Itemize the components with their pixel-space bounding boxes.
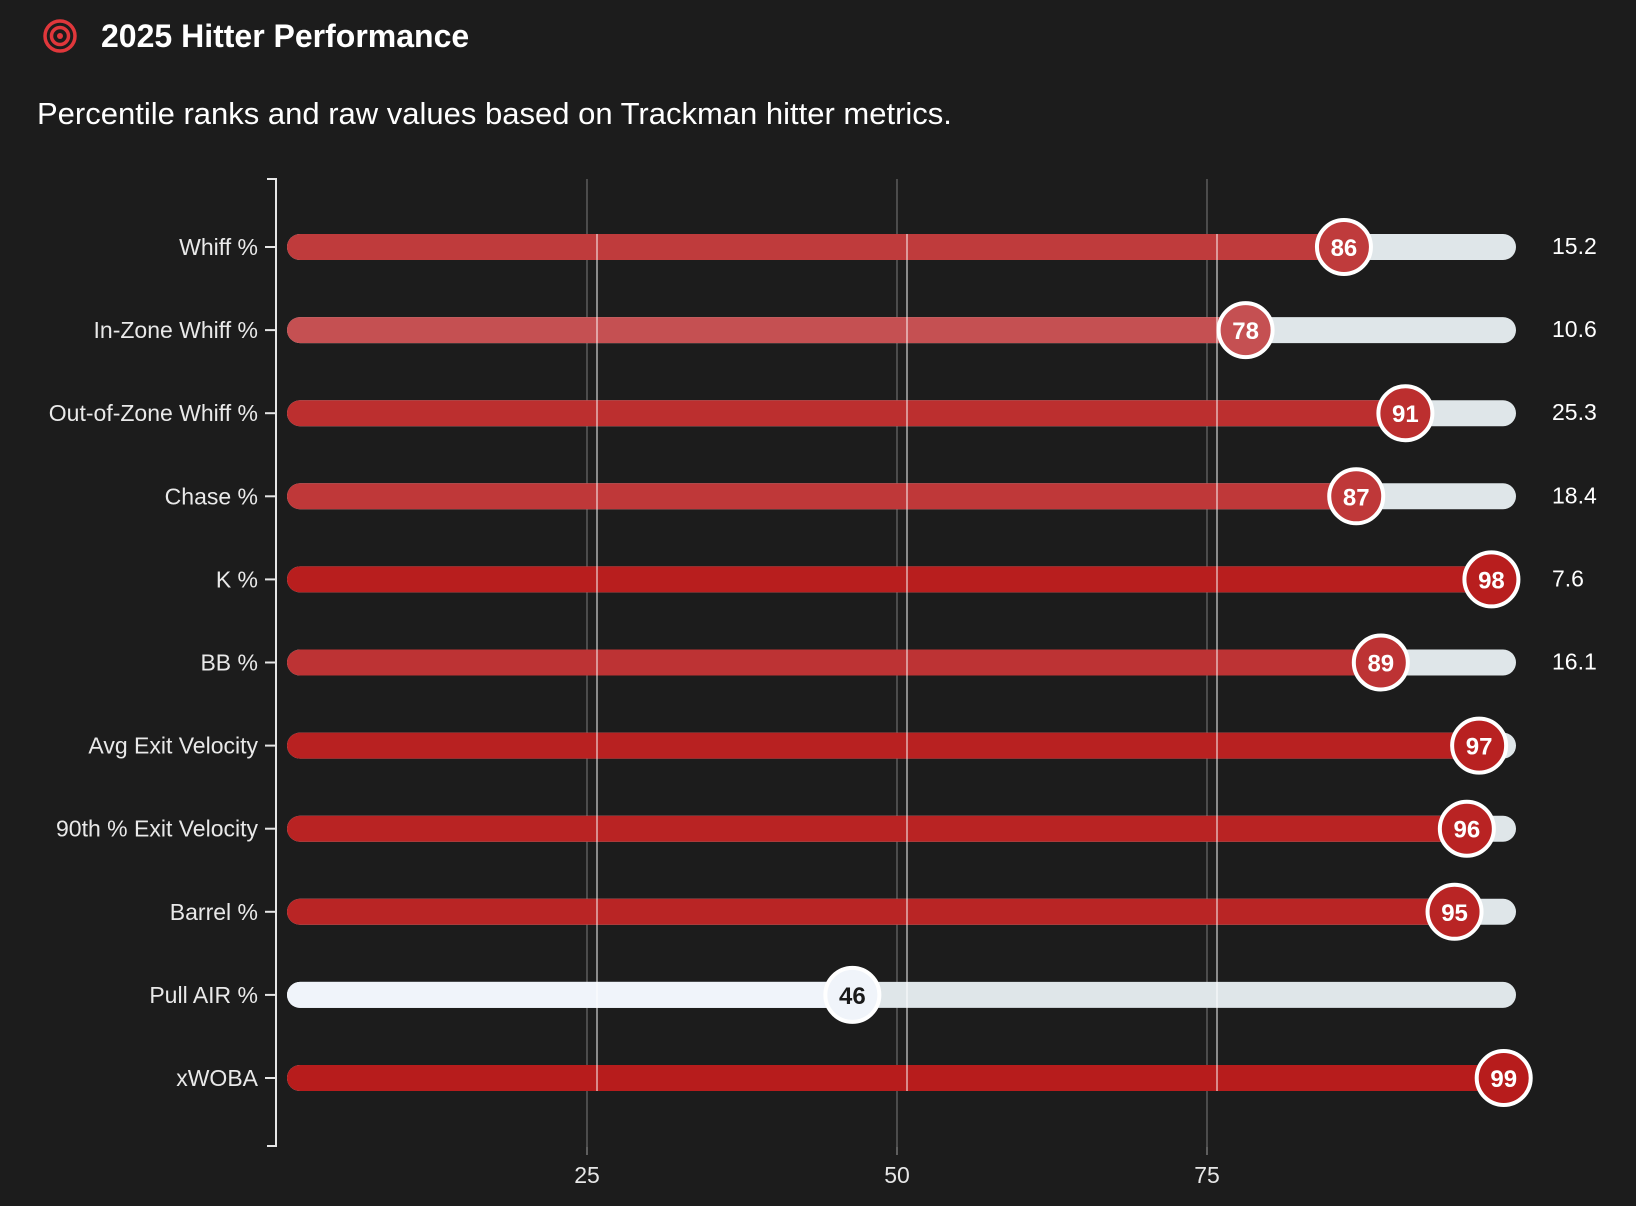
category-label: Chase % [165, 483, 258, 509]
percentile-bar [287, 317, 1246, 344]
category-label: Whiff % [179, 234, 258, 260]
percentile-badge: 87 [1327, 467, 1386, 526]
percentile-badge: 99 [1474, 1049, 1533, 1107]
raw-value: 18.4 [1552, 482, 1597, 508]
category-label: BB % [200, 650, 258, 676]
percentile-bar [287, 1065, 1504, 1091]
percentile-badge: 89 [1351, 633, 1410, 692]
raw-value: 7.6 [1552, 565, 1584, 591]
y-axis [265, 178, 277, 1147]
badge-value: 95 [1441, 900, 1468, 927]
x-tick-label: 25 [574, 1162, 600, 1188]
chart-title: 2025 Hitter Performance [101, 17, 470, 54]
raw-value: 25.3 [1552, 399, 1597, 425]
badge-value: 86 [1331, 235, 1358, 262]
badge-value: 97 [1466, 734, 1493, 761]
percentile-bar [287, 732, 1480, 759]
category-label: 90th % Exit Velocity [56, 816, 258, 842]
badge-value: 99 [1490, 1066, 1517, 1093]
chart-header: 2025 Hitter Performance [40, 16, 469, 56]
percentile-badge: 86 [1314, 218, 1373, 276]
percentile-bar [287, 234, 1344, 260]
percentile-bar [287, 649, 1381, 676]
category-label: Barrel % [170, 899, 258, 925]
x-tick-label: 75 [1194, 1162, 1220, 1188]
raw-value: 15.2 [1552, 233, 1597, 259]
category-label: K % [216, 566, 258, 592]
category-label: In-Zone Whiff % [94, 317, 258, 343]
x-tick-label: 50 [884, 1162, 910, 1188]
target-icon [43, 19, 77, 53]
bar-layer [287, 234, 1504, 1091]
percentile-badge: 97 [1450, 716, 1509, 775]
percentile-badge: 95 [1425, 882, 1484, 941]
badge-value: 78 [1232, 318, 1259, 345]
overlay-grid-layer [596, 234, 1218, 1091]
badge-value: 96 [1453, 817, 1480, 844]
percentile-bar [287, 566, 1492, 593]
badge-value: 91 [1392, 401, 1419, 428]
raw-value: 10.6 [1552, 316, 1597, 342]
badge-value: 46 [839, 983, 866, 1010]
badge-value: 98 [1478, 567, 1505, 594]
percentile-bar [287, 400, 1406, 427]
raw-value: 16.1 [1552, 649, 1597, 675]
percentile-bar [287, 981, 853, 1008]
percentile-badge: 96 [1437, 799, 1496, 858]
category-label: Pull AIR % [149, 982, 258, 1008]
percentile-bar [287, 815, 1467, 842]
chart-subtitle: Percentile ranks and raw values based on… [37, 96, 952, 131]
category-label: Avg Exit Velocity [88, 733, 258, 759]
percentile-badge: 46 [823, 965, 882, 1024]
percentile-bar [287, 898, 1455, 925]
percentile-badge: 98 [1462, 550, 1521, 609]
label-layer: 25 50 75 Whiff % 15.2 In-Zone Whiff % 10.6 Out-… [49, 233, 1597, 1188]
badge-layer: 86 78 91 87 98 89 97 96 95 46 99 [823, 218, 1533, 1107]
badge-value: 89 [1367, 651, 1394, 678]
category-label: Out-of-Zone Whiff % [49, 400, 258, 426]
percentile-badge: 78 [1216, 301, 1275, 360]
category-label: xWOBA [176, 1065, 258, 1091]
percentile-badge: 91 [1376, 384, 1435, 443]
badge-value: 87 [1343, 484, 1370, 511]
percentile-bar [287, 483, 1357, 510]
